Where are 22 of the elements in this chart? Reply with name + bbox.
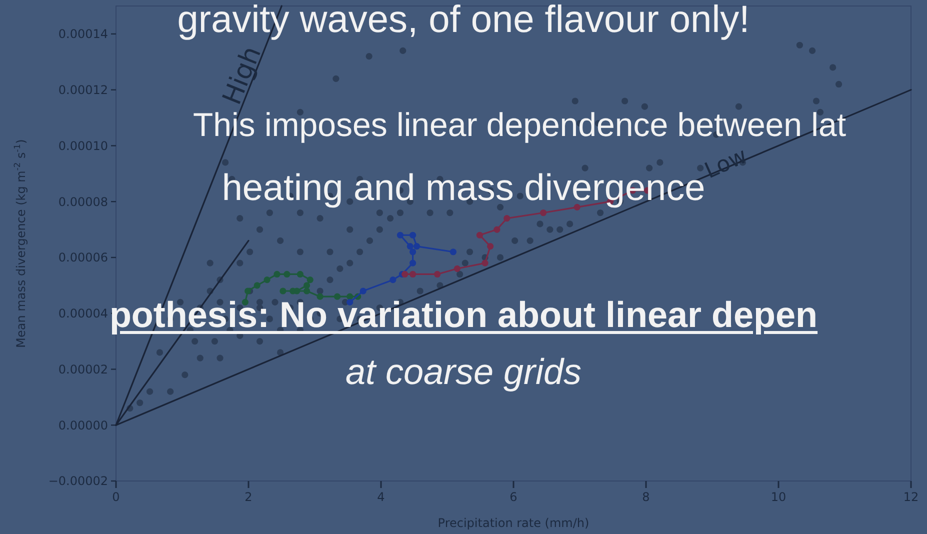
annotation: pothesis: No variation about linear depen <box>109 293 818 337</box>
y-tick-label: 0.00000 <box>58 418 108 432</box>
annotation: gravity waves, of one flavour only! <box>177 0 750 41</box>
x-tick-label: 10 <box>770 490 786 504</box>
y-tick-label: 0.00004 <box>58 306 108 321</box>
annotation: This imposes linear dependence between lat <box>192 106 846 143</box>
annotation: High <box>217 42 268 109</box>
y-tick-label: −0.00002 <box>48 474 108 488</box>
x-tick-label: 12 <box>903 490 919 504</box>
annotation: at coarse grids <box>345 351 582 392</box>
y-tick-label: 0.00010 <box>58 138 108 153</box>
x-tick-label: 2 <box>244 490 252 504</box>
y-tick-label: 0.00006 <box>58 250 108 265</box>
x-tick-label: 6 <box>510 490 518 504</box>
y-tick-label: 0.00002 <box>58 362 108 376</box>
x-tick-label: 0 <box>112 490 120 504</box>
x-axis-title: Precipitation rate (mm/h) <box>438 516 590 530</box>
y-tick-label: 0.00012 <box>58 83 108 98</box>
y-tick-label: 0.00008 <box>58 194 108 209</box>
x-tick-label: 8 <box>642 490 650 504</box>
x-tick-label: 4 <box>377 490 385 504</box>
y-tick-label: 0.00014 <box>58 27 108 42</box>
